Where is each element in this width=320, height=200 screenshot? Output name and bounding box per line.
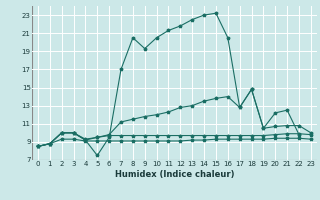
X-axis label: Humidex (Indice chaleur): Humidex (Indice chaleur) (115, 170, 234, 179)
